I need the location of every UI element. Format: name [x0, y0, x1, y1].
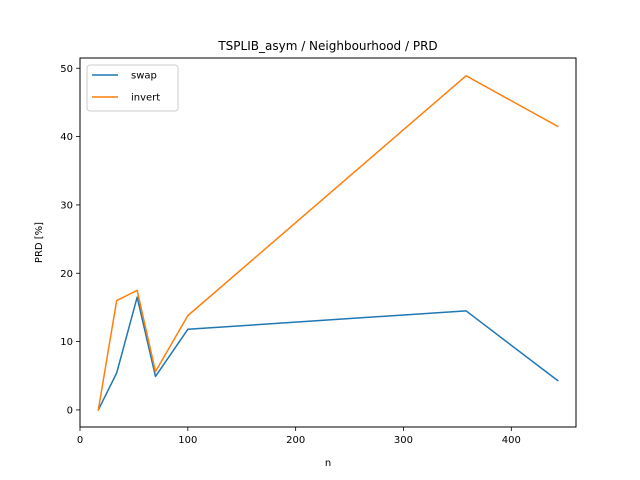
legend: swap invert: [86, 64, 179, 112]
y-axis: 0 10 20 30 40 50: [60, 64, 80, 416]
y-axis-label: PRD [%]: [34, 222, 45, 263]
x-tick-label: 400: [502, 435, 521, 446]
x-tick-label: 200: [286, 435, 305, 446]
legend-box: [86, 64, 179, 112]
x-tick-label: 300: [394, 435, 413, 446]
y-tick-label: 30: [60, 200, 73, 211]
y-tick-label: 50: [60, 64, 73, 75]
axes-frame: [79, 57, 577, 428]
y-tick-label: 20: [60, 269, 73, 280]
x-tick-label: 0: [77, 435, 83, 446]
series-line-swap: [97, 296, 559, 411]
chart-title: TSPLIB_asym / Neighbourhood / PRD: [217, 39, 437, 53]
plot-area: [79, 57, 577, 428]
legend-label-invert: invert: [131, 93, 160, 104]
legend-label-swap: swap: [131, 71, 157, 82]
y-tick-label: 40: [60, 132, 73, 143]
series-layer: [97, 75, 559, 411]
x-tick-label: 100: [178, 435, 197, 446]
y-tick-label: 10: [60, 337, 73, 348]
x-axis: 0 100 200 300 400: [77, 427, 521, 446]
x-axis-label: n: [325, 458, 331, 469]
series-line-invert: [97, 75, 559, 411]
y-tick-label: 0: [67, 405, 73, 416]
